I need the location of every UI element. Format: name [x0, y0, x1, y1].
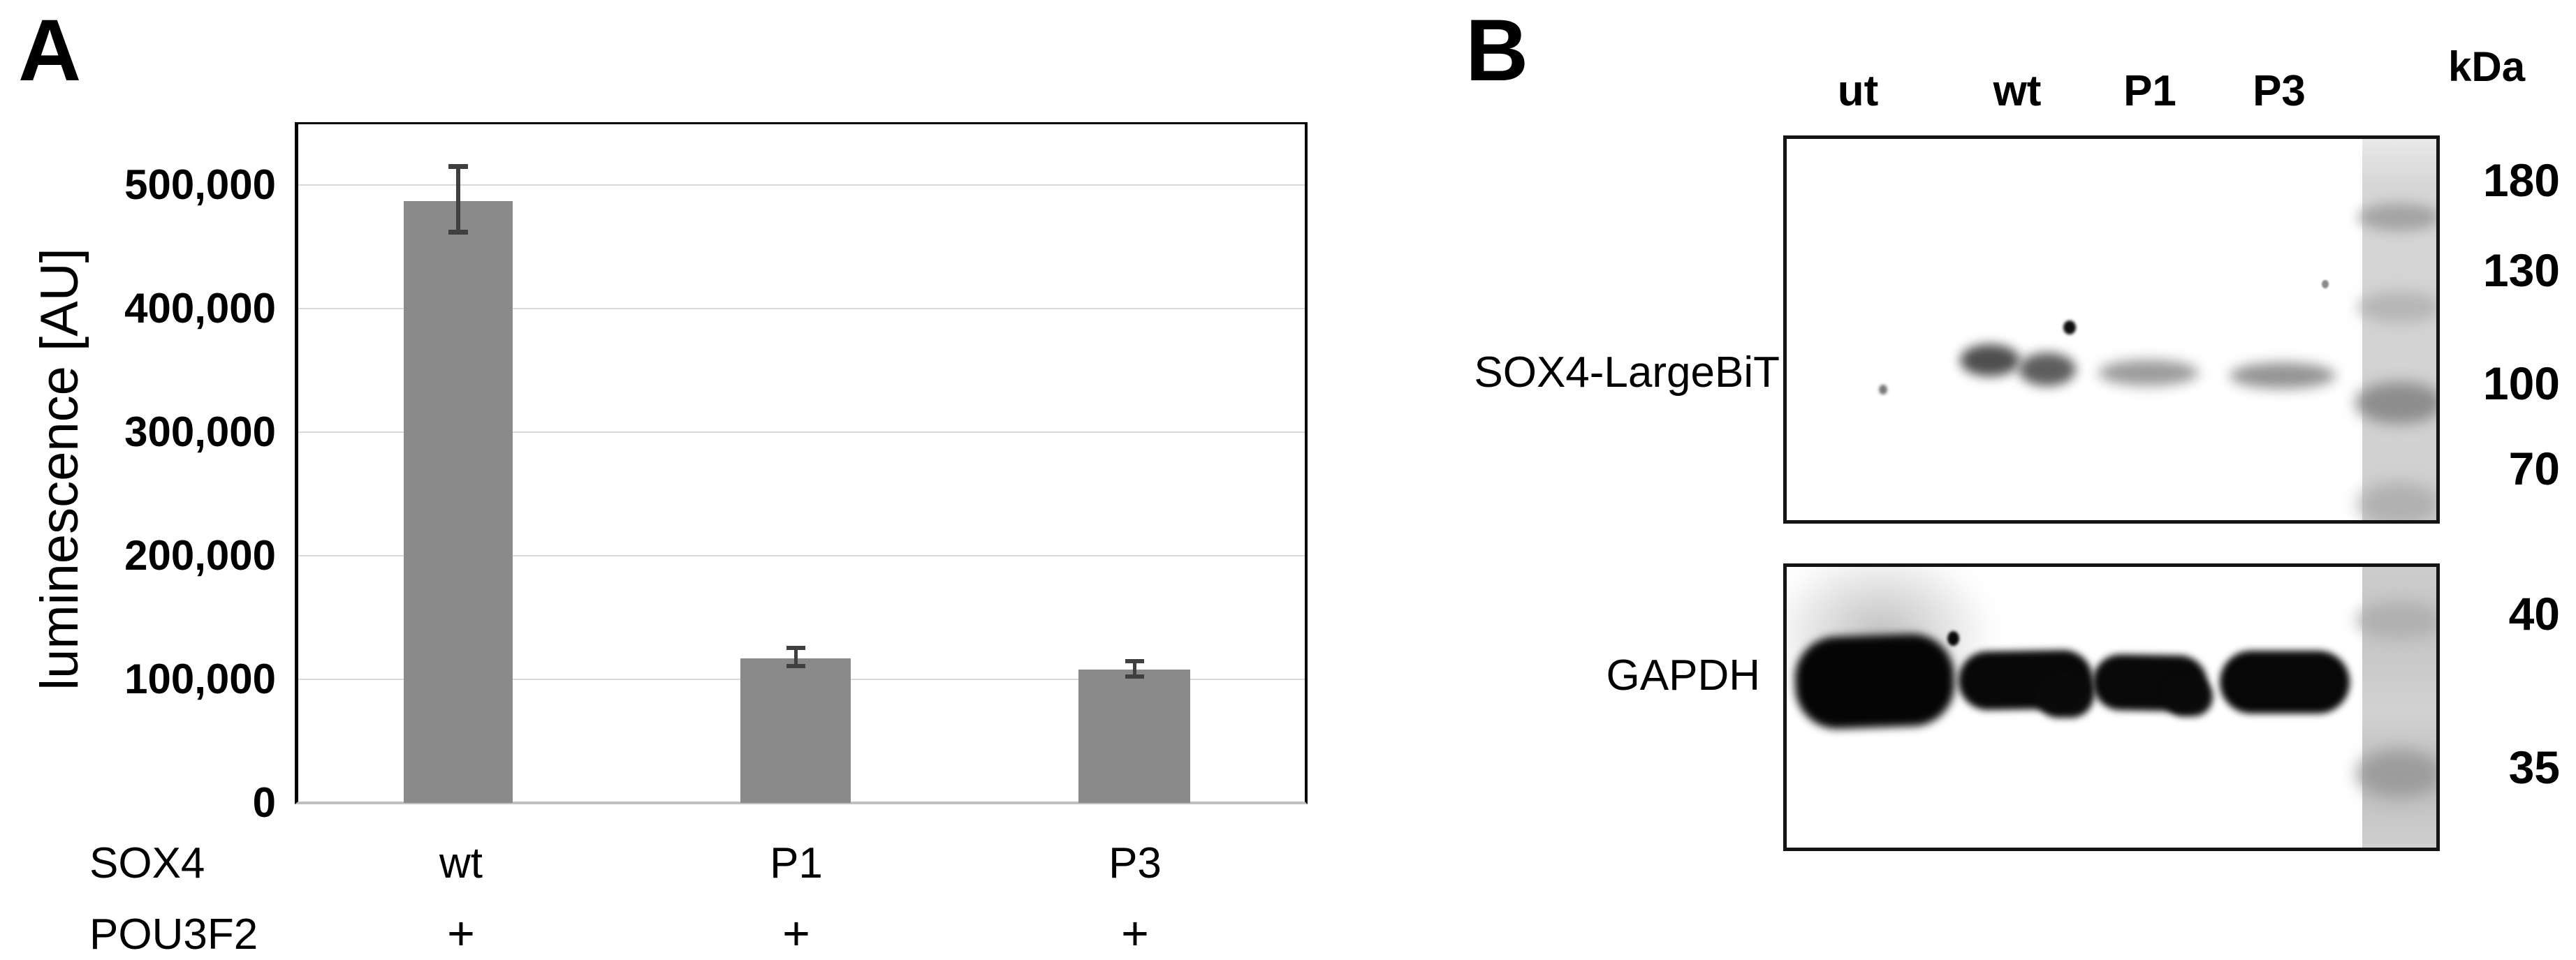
blot1-name: SOX4-LargeBiT	[1474, 348, 1780, 397]
ytick-200000: 200,000	[124, 532, 276, 579]
xcat-wt: wt	[439, 839, 483, 887]
panel-a-label: A	[18, 2, 81, 99]
errorbar-P1-cap-bottom	[786, 664, 805, 668]
blot1-wt-band-left	[1960, 344, 2020, 376]
blot1-artifact-dot	[2063, 320, 2076, 334]
plus-P3: +	[1121, 907, 1149, 960]
ytick-400000: 400,000	[124, 285, 276, 332]
gridline-500000	[298, 184, 1305, 186]
xcat-P3: P3	[1108, 839, 1162, 887]
errorbar-P1-cap-top	[786, 646, 805, 650]
marker-70: 70	[2508, 443, 2560, 494]
blot1-wt-band-right	[2019, 353, 2076, 386]
gridline-200000	[298, 555, 1305, 556]
kda-unit-label: kDa	[2448, 43, 2526, 90]
errorbar-P3-line	[1133, 661, 1136, 679]
lane-label-P1: P1	[2123, 67, 2176, 115]
blot2-wt-band-lobe	[2035, 672, 2094, 718]
blot2-marker-band-40	[2357, 602, 2436, 638]
blot2-ut-band	[1793, 633, 1956, 730]
blot2-membrane	[1783, 563, 2440, 851]
bar-P3	[1078, 670, 1190, 803]
errorbar-P3-cap-bottom	[1125, 674, 1144, 679]
blot1-speck-top	[2322, 280, 2329, 288]
blot2-artifact-dot	[1947, 631, 1959, 646]
errorbar-P3-cap-top	[1125, 659, 1144, 663]
xcat-P1: P1	[770, 839, 823, 887]
ytick-300000: 300,000	[124, 408, 276, 455]
marker-35: 35	[2508, 741, 2560, 793]
blot1-marker-band-130	[2358, 291, 2436, 323]
errorbar-wt-line	[456, 166, 460, 233]
gridline-300000	[298, 431, 1305, 433]
bar-P1	[740, 658, 851, 803]
plus-P1: +	[782, 907, 810, 960]
blot2-marker-band-35	[2357, 750, 2436, 797]
errorbar-P1-line	[794, 648, 798, 666]
blot1-P1-band	[2098, 360, 2199, 386]
blot1-P3-band	[2230, 362, 2336, 389]
blot2-P1-band-lobe	[2164, 677, 2213, 716]
blot1-ut-speck	[1879, 385, 1887, 394]
blot1-marker-band-100	[2355, 382, 2436, 424]
marker-100: 100	[2482, 357, 2560, 409]
blot1-marker-lane	[2362, 139, 2436, 520]
lane-label-ut: ut	[1837, 67, 1879, 115]
ytick-0: 0	[252, 779, 276, 826]
blot1-membrane	[1783, 135, 2440, 524]
gridline-400000	[298, 308, 1305, 309]
blot2-name: GAPDH	[1606, 651, 1760, 700]
plus-wt: +	[447, 907, 475, 960]
bar-wt	[404, 201, 513, 803]
blot2-P3-band	[2220, 651, 2350, 714]
ytick-500000: 500,000	[124, 161, 276, 208]
blot1-marker-band-70	[2358, 482, 2436, 520]
errorbar-wt-cap-bottom	[448, 230, 468, 235]
y-axis-title: luminescence [AU]	[30, 248, 89, 691]
ytick-100000: 100,000	[124, 656, 276, 702]
panel-b-label: B	[1465, 2, 1528, 99]
marker-180: 180	[2482, 154, 2560, 206]
marker-130: 130	[2482, 244, 2560, 296]
lane-label-P3: P3	[2253, 67, 2306, 115]
row-label-sox4: SOX4	[89, 839, 205, 887]
lane-label-wt: wt	[1993, 67, 2042, 115]
blot1-marker-band-180	[2358, 203, 2436, 231]
marker-40: 40	[2508, 588, 2560, 640]
errorbar-wt-cap-top	[448, 164, 468, 169]
row-label-pou3f2: POU3F2	[89, 910, 258, 959]
